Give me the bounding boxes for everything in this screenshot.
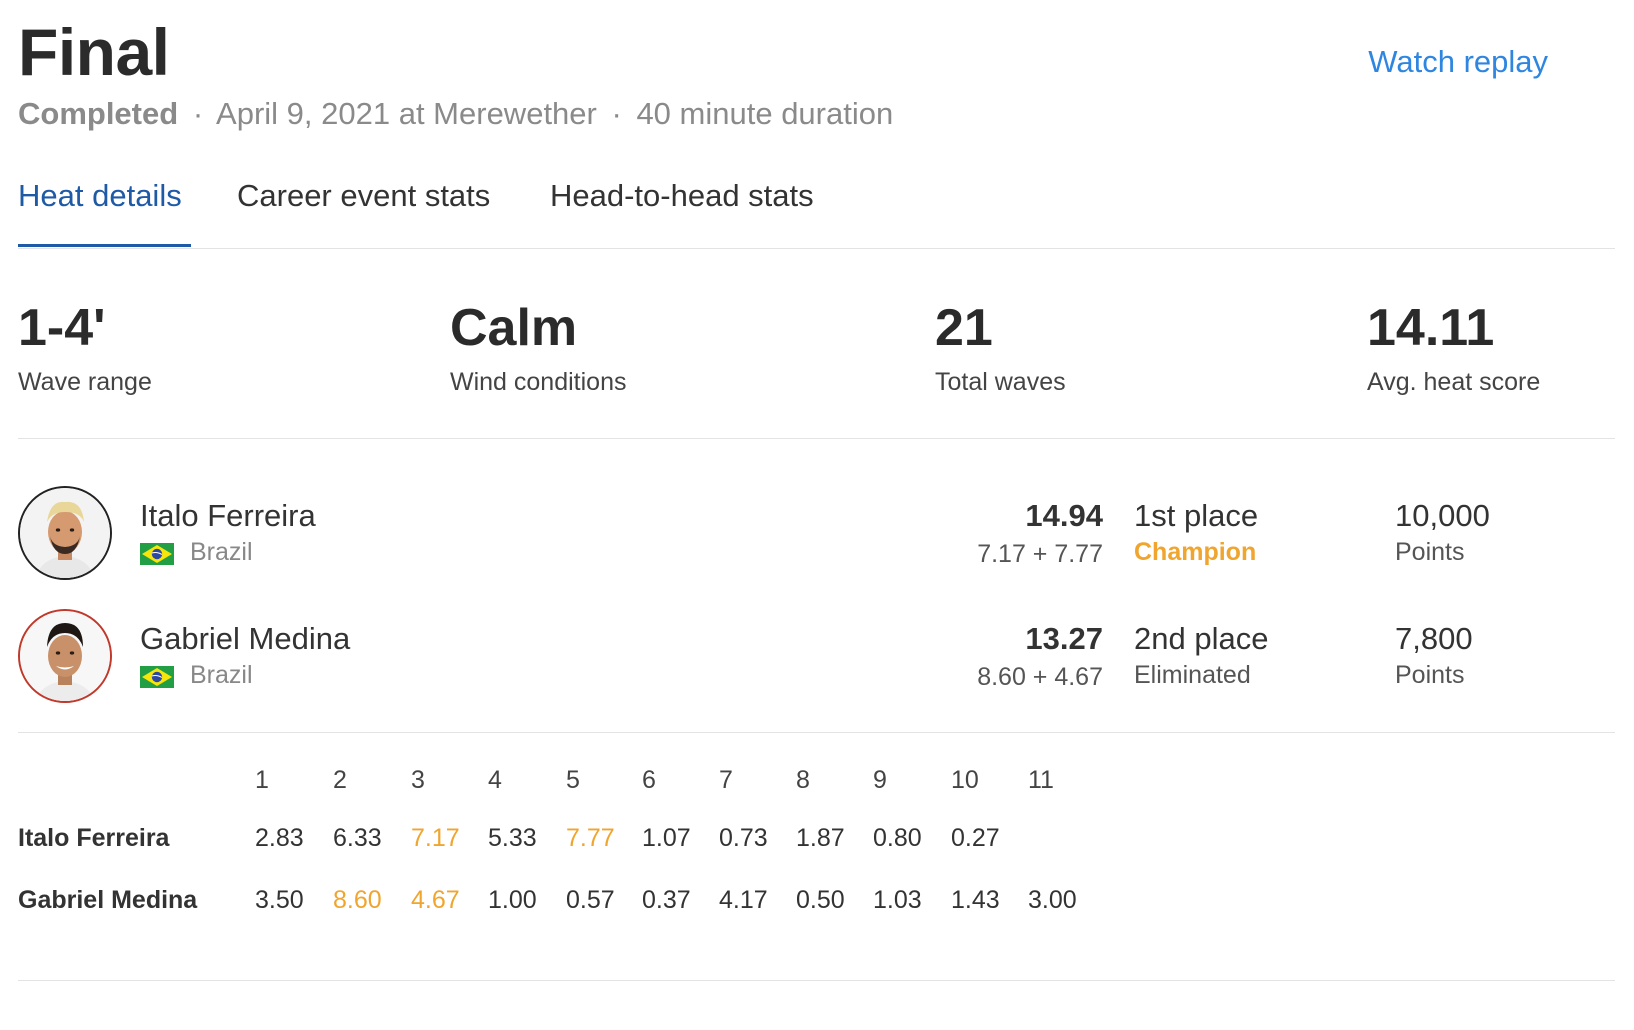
heat-total-score: 14.94 bbox=[1025, 498, 1103, 533]
counting-waves: 7.17 + 7.77 bbox=[977, 540, 1103, 568]
wave-score: 0.27 bbox=[951, 824, 1000, 852]
wave-number-header: 2 bbox=[333, 766, 347, 794]
avatar[interactable] bbox=[18, 486, 112, 580]
athlete-portrait-icon bbox=[20, 611, 110, 701]
result-badge: Champion bbox=[1134, 538, 1257, 566]
points-label: Points bbox=[1395, 661, 1465, 689]
stat-value: 21 bbox=[935, 299, 993, 357]
points-value: 7,800 bbox=[1395, 621, 1473, 656]
wave-number-header: 10 bbox=[951, 766, 979, 794]
competitor-country: Brazil bbox=[190, 538, 253, 566]
watch-replay-link[interactable]: Watch replay bbox=[1368, 44, 1548, 79]
brazil-flag-icon bbox=[140, 666, 174, 688]
wave-number-header: 7 bbox=[719, 766, 733, 794]
wave-score: 0.57 bbox=[566, 886, 615, 914]
wave-row-name: Gabriel Medina bbox=[18, 886, 198, 914]
stat-label: Wind conditions bbox=[450, 368, 627, 396]
competitor-list: Italo Ferreira Brazil 14.94 7.17 + 7.77 … bbox=[18, 470, 1615, 733]
stat-label: Avg. heat score bbox=[1367, 368, 1541, 396]
tab-heat-details[interactable]: Heat details bbox=[18, 178, 182, 213]
wave-score: 1.00 bbox=[488, 886, 537, 914]
wave-score: 7.17 bbox=[411, 824, 460, 852]
heat-meta: Completed · April 9, 2021 at Merewether … bbox=[18, 96, 893, 132]
status-text: Completed bbox=[18, 96, 179, 131]
duration: 40 minute duration bbox=[636, 96, 894, 131]
wave-number-header: 8 bbox=[796, 766, 810, 794]
wave-number-header: 6 bbox=[642, 766, 656, 794]
heat-total-score: 13.27 bbox=[1025, 621, 1103, 656]
wave-score: 2.83 bbox=[255, 824, 304, 852]
placement: 1st place bbox=[1134, 498, 1259, 533]
wave-row-name: Italo Ferreira bbox=[18, 824, 170, 852]
wave-score: 5.33 bbox=[488, 824, 537, 852]
wave-score: 0.50 bbox=[796, 886, 845, 914]
counting-waves: 8.60 + 4.67 bbox=[977, 663, 1103, 691]
wave-score: 1.87 bbox=[796, 824, 845, 852]
wave-score: 6.33 bbox=[333, 824, 382, 852]
wave-score: 3.50 bbox=[255, 886, 304, 914]
stat-value: 1-4' bbox=[18, 299, 106, 357]
competitor-name[interactable]: Italo Ferreira bbox=[140, 498, 316, 533]
wave-score: 0.37 bbox=[642, 886, 691, 914]
wave-scores-table: 1 2 3 4 5 6 7 8 9 10 11 Italo Ferreira 2.83 6.33 7.17 5… bbox=[18, 732, 1615, 981]
date-location: April 9, 2021 at Merewether bbox=[216, 96, 597, 131]
stat-total-waves: 21 Total waves bbox=[935, 300, 1066, 397]
stat-value: 14.11 bbox=[1367, 299, 1495, 357]
placement: 2nd place bbox=[1134, 621, 1269, 656]
active-tab-indicator bbox=[18, 244, 191, 247]
brazil-flag-icon bbox=[140, 543, 174, 565]
stat-avg-heat-score: 14.11 Avg. heat score bbox=[1367, 300, 1540, 397]
wave-number-header: 11 bbox=[1028, 766, 1054, 794]
stat-label: Wave range bbox=[18, 368, 152, 396]
wave-score: 1.43 bbox=[951, 886, 1000, 914]
tab-bar: Heat details Career event stats Head-to-… bbox=[18, 178, 1615, 249]
wave-score: 0.73 bbox=[719, 824, 768, 852]
competitor-row: Italo Ferreira Brazil 14.94 7.17 + 7.77 … bbox=[18, 470, 1615, 580]
wave-score: 3.00 bbox=[1028, 886, 1077, 914]
stat-wave-range: 1-4' Wave range bbox=[18, 300, 152, 397]
separator-dot: · bbox=[611, 96, 622, 131]
wave-score: 4.67 bbox=[411, 886, 460, 914]
points-value: 10,000 bbox=[1395, 498, 1490, 533]
wave-number-header: 3 bbox=[411, 766, 425, 794]
wave-score: 0.80 bbox=[873, 824, 922, 852]
wave-score: 8.60 bbox=[333, 886, 382, 914]
wave-number-header: 1 bbox=[255, 766, 269, 794]
competitor-name[interactable]: Gabriel Medina bbox=[140, 621, 351, 656]
wave-score: 1.07 bbox=[642, 824, 691, 852]
competitor-country: Brazil bbox=[190, 661, 253, 689]
avatar[interactable] bbox=[18, 609, 112, 703]
wave-score: 1.03 bbox=[873, 886, 922, 914]
stat-wind-conditions: Calm Wind conditions bbox=[450, 300, 626, 397]
wave-score: 4.17 bbox=[719, 886, 768, 914]
wave-number-header: 9 bbox=[873, 766, 887, 794]
wave-number-header: 4 bbox=[488, 766, 502, 794]
wave-number-header: 5 bbox=[566, 766, 580, 794]
page-title: Final bbox=[18, 15, 170, 89]
tab-career-event-stats[interactable]: Career event stats bbox=[237, 178, 491, 213]
athlete-portrait-icon bbox=[20, 488, 110, 578]
wave-score: 7.77 bbox=[566, 824, 615, 852]
separator-dot: · bbox=[192, 96, 204, 131]
points-label: Points bbox=[1395, 538, 1465, 566]
stat-label: Total waves bbox=[935, 368, 1066, 396]
tab-head-to-head-stats[interactable]: Head-to-head stats bbox=[550, 178, 814, 213]
heat-stats: 1-4' Wave range Calm Wind conditions 21 … bbox=[18, 300, 1615, 439]
result-badge: Eliminated bbox=[1134, 661, 1251, 689]
stat-value: Calm bbox=[450, 299, 578, 357]
competitor-row: Gabriel Medina Brazil 13.27 8.60 + 4.67 … bbox=[18, 593, 1615, 703]
